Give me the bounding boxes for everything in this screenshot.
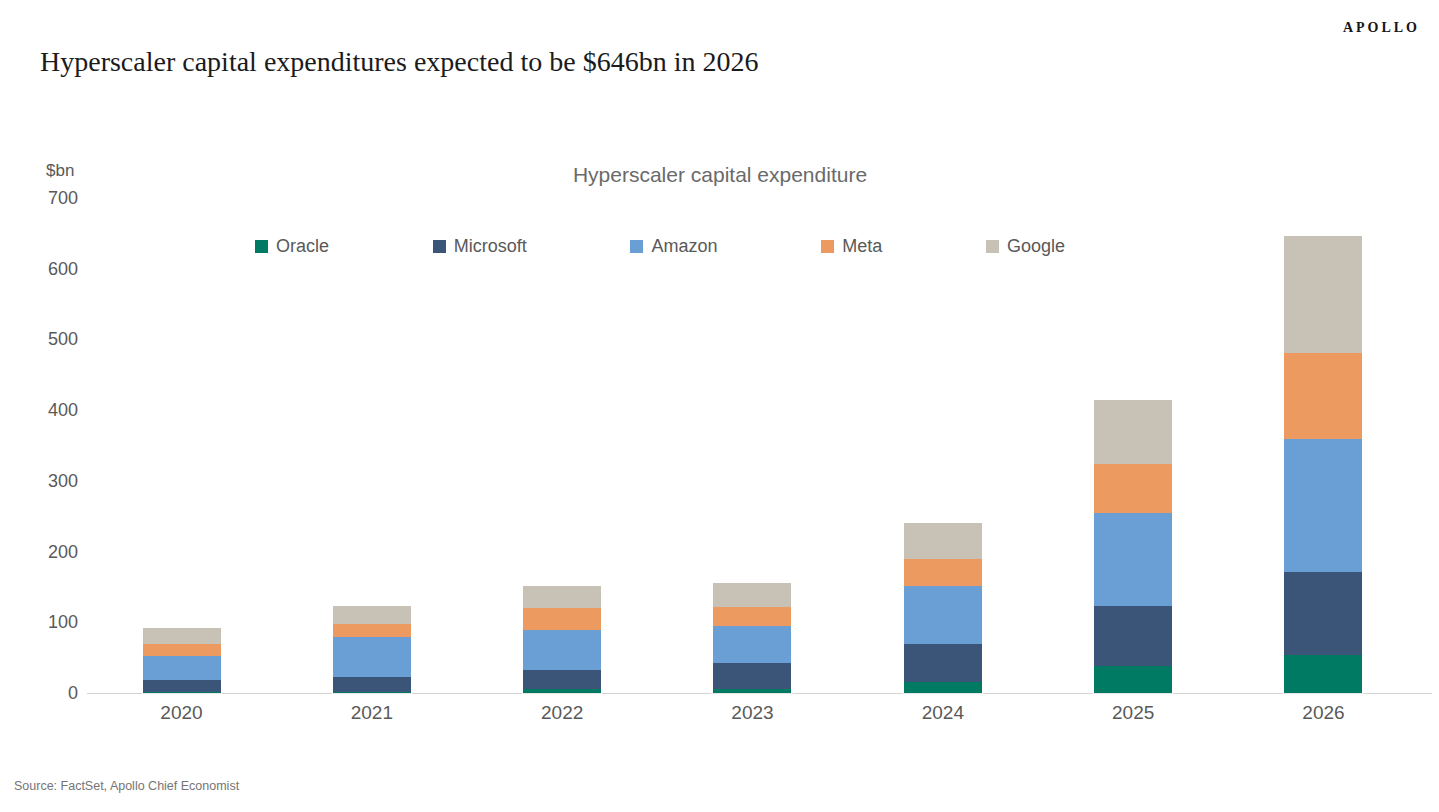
x-tick-label-2020: 2020 bbox=[132, 702, 232, 724]
bar-2021-segment-microsoft bbox=[333, 677, 411, 692]
bar-2023-segment-amazon bbox=[713, 626, 791, 663]
x-tick-label-2025: 2025 bbox=[1083, 702, 1183, 724]
bar-2022-segment-microsoft bbox=[523, 670, 601, 689]
bar-2025-segment-microsoft bbox=[1094, 606, 1172, 666]
bar-2020-segment-microsoft bbox=[143, 680, 221, 691]
bar-2024-segment-microsoft bbox=[904, 644, 982, 683]
bar-2023-segment-microsoft bbox=[713, 663, 791, 688]
bar-2020 bbox=[143, 628, 221, 693]
bar-2020-segment-oracle bbox=[143, 692, 221, 693]
bar-2023-segment-oracle bbox=[713, 689, 791, 693]
bar-2021-segment-amazon bbox=[333, 637, 411, 677]
bar-2023-segment-meta bbox=[713, 607, 791, 625]
x-axis-line bbox=[87, 693, 1432, 694]
bar-2022 bbox=[523, 586, 601, 693]
bar-2024-segment-google bbox=[904, 523, 982, 560]
source-note: Source: FactSet, Apollo Chief Economist bbox=[14, 779, 239, 793]
bar-2026-segment-oracle bbox=[1284, 655, 1362, 693]
bar-2024 bbox=[904, 523, 982, 693]
bar-2021-segment-oracle bbox=[333, 692, 411, 693]
bar-2026-segment-google bbox=[1284, 236, 1362, 353]
bar-2021-segment-meta bbox=[333, 624, 411, 637]
x-tick-label-2024: 2024 bbox=[893, 702, 993, 724]
bar-2020-segment-google bbox=[143, 628, 221, 644]
bar-2023 bbox=[713, 583, 791, 693]
bar-2020-segment-meta bbox=[143, 644, 221, 655]
plot-area: 2020 2021 2022 2023 2024 2025 2026 bbox=[0, 0, 1439, 812]
chart-page: APOLLO Hyperscaler capital expenditures … bbox=[0, 0, 1439, 812]
bar-2025-segment-meta bbox=[1094, 464, 1172, 513]
bar-2025-segment-amazon bbox=[1094, 513, 1172, 606]
x-tick-label-2026: 2026 bbox=[1273, 702, 1373, 724]
bar-2022-segment-amazon bbox=[523, 630, 601, 670]
bar-2026-segment-microsoft bbox=[1284, 572, 1362, 655]
bar-2024-segment-amazon bbox=[904, 586, 982, 644]
bar-2026 bbox=[1284, 236, 1362, 693]
x-tick-label-2021: 2021 bbox=[322, 702, 422, 724]
bar-2025-segment-google bbox=[1094, 400, 1172, 464]
bar-2021 bbox=[333, 606, 411, 693]
bar-2023-segment-google bbox=[713, 583, 791, 607]
bar-2025 bbox=[1094, 400, 1172, 693]
bar-2020-segment-amazon bbox=[143, 656, 221, 681]
bar-2024-segment-meta bbox=[904, 559, 982, 585]
x-tick-label-2023: 2023 bbox=[702, 702, 802, 724]
bar-2022-segment-google bbox=[523, 586, 601, 609]
bar-2022-segment-meta bbox=[523, 608, 601, 630]
bar-2026-segment-amazon bbox=[1284, 439, 1362, 572]
bar-2026-segment-meta bbox=[1284, 353, 1362, 439]
bar-2025-segment-oracle bbox=[1094, 666, 1172, 693]
bar-2024-segment-oracle bbox=[904, 682, 982, 693]
bar-2021-segment-google bbox=[333, 606, 411, 624]
x-tick-label-2022: 2022 bbox=[512, 702, 612, 724]
bar-2022-segment-oracle bbox=[523, 689, 601, 693]
